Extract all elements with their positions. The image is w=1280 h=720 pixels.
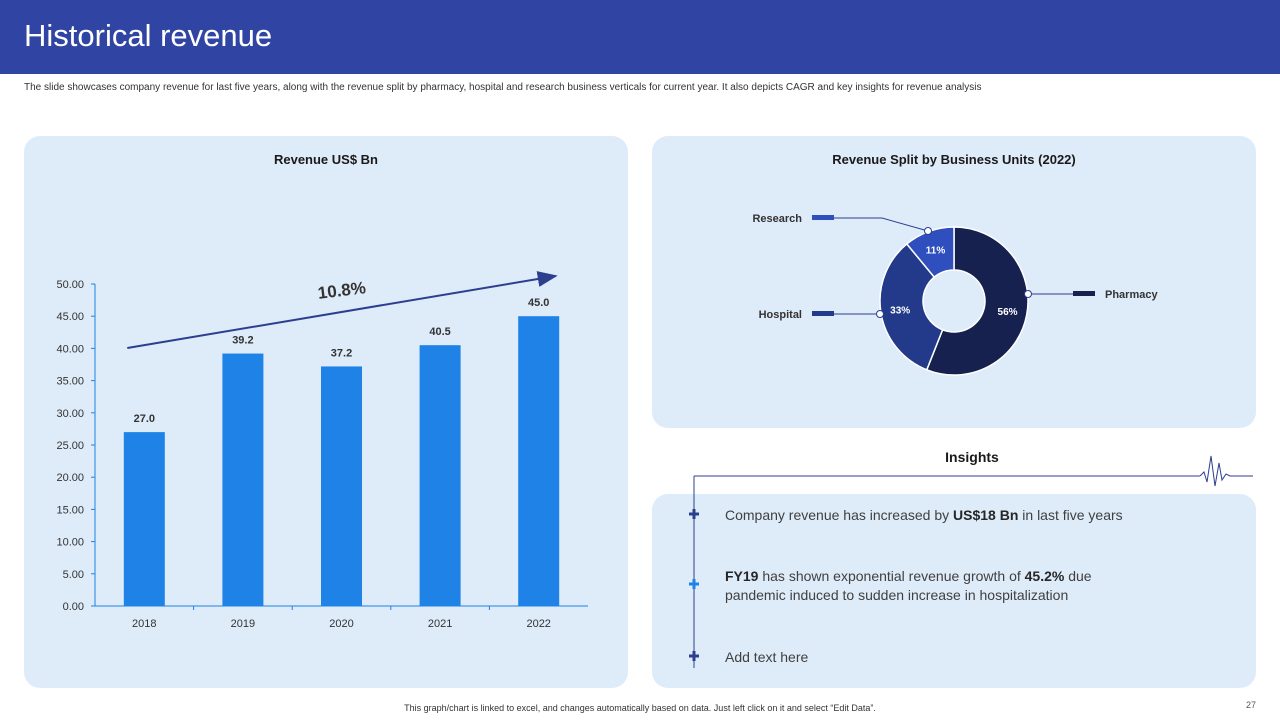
donut-slice-pharmacy — [925, 226, 1029, 376]
leader-dot — [1024, 290, 1032, 298]
x-tick-label: 2021 — [428, 618, 452, 630]
y-tick-label: 5.00 — [63, 569, 84, 581]
y-tick-label: 35.00 — [56, 376, 84, 388]
y-tick-label: 40.00 — [56, 343, 84, 355]
revenue-split-panel — [652, 136, 1256, 428]
bar-value-label: 37.2 — [331, 347, 352, 359]
slide-title: Historical revenue — [24, 18, 273, 53]
legend-swatch-research — [812, 215, 834, 220]
bar-2020 — [321, 366, 362, 606]
insight-item-1: Company revenue has increased by US$18 B… — [725, 507, 1123, 523]
bar-2021 — [419, 345, 461, 606]
bar-2019 — [222, 353, 264, 606]
y-tick-label: 30.00 — [56, 408, 84, 420]
legend-swatch-pharmacy — [1073, 291, 1095, 296]
donut-slice-label: 56% — [998, 307, 1018, 318]
insight-item-3[interactable]: Add text here — [725, 649, 809, 665]
legend-label-hospital: Hospital — [759, 309, 802, 321]
plus-icon — [689, 651, 699, 661]
bar-value-label: 45.0 — [528, 297, 549, 309]
slide-subtitle: The slide showcases company revenue for … — [24, 82, 982, 93]
cagr-arrow — [127, 271, 558, 349]
legend-label-research: Research — [752, 213, 802, 225]
y-tick-label: 25.00 — [56, 440, 84, 452]
bar-2022 — [518, 316, 560, 606]
leader-dot — [924, 227, 932, 235]
y-tick-label: 50.00 — [56, 279, 84, 291]
plus-icon — [689, 509, 699, 519]
heartbeat-icon — [1199, 455, 1253, 487]
insight-item-2: FY19 has shown exponential revenue growt… — [725, 568, 1092, 603]
page-number: 27 — [1246, 700, 1257, 710]
insights-panel — [652, 494, 1256, 688]
leader-line-research — [834, 217, 929, 232]
footer-note: This graph/chart is linked to excel, and… — [404, 703, 876, 713]
x-tick-label: 2019 — [231, 618, 255, 630]
insights-title: Insights — [945, 449, 999, 465]
leader-dot — [876, 310, 884, 318]
x-tick-label: 2020 — [329, 618, 353, 630]
legend-swatch-hospital — [812, 311, 834, 316]
y-tick-label: 45.00 — [56, 311, 84, 323]
bar-2018 — [123, 432, 165, 606]
bar-value-label: 27.0 — [134, 413, 155, 425]
y-tick-label: 20.00 — [56, 472, 84, 484]
x-tick-label: 2022 — [526, 618, 550, 630]
bar-chart-title: Revenue US$ Bn — [273, 152, 379, 167]
x-tick-label: 2018 — [132, 618, 156, 630]
legend-label-pharmacy: Pharmacy — [1105, 289, 1158, 301]
cagr-label: 10.8% — [317, 278, 367, 303]
y-tick-label: 15.00 — [56, 504, 84, 516]
header-bar — [0, 0, 1280, 74]
donut-slice-research — [905, 226, 955, 279]
plus-icon — [689, 579, 699, 589]
y-tick-label: 0.00 — [63, 601, 84, 613]
bar-value-label: 39.2 — [232, 335, 253, 347]
donut-slice-label: 11% — [926, 246, 946, 257]
bar-value-label: 40.5 — [429, 326, 450, 338]
pie-chart-title: Revenue Split by Business Units (2022) — [832, 152, 1076, 167]
donut-slice-hospital — [879, 242, 944, 371]
donut-slice-label: 33% — [890, 306, 910, 317]
y-tick-label: 10.00 — [56, 537, 84, 549]
